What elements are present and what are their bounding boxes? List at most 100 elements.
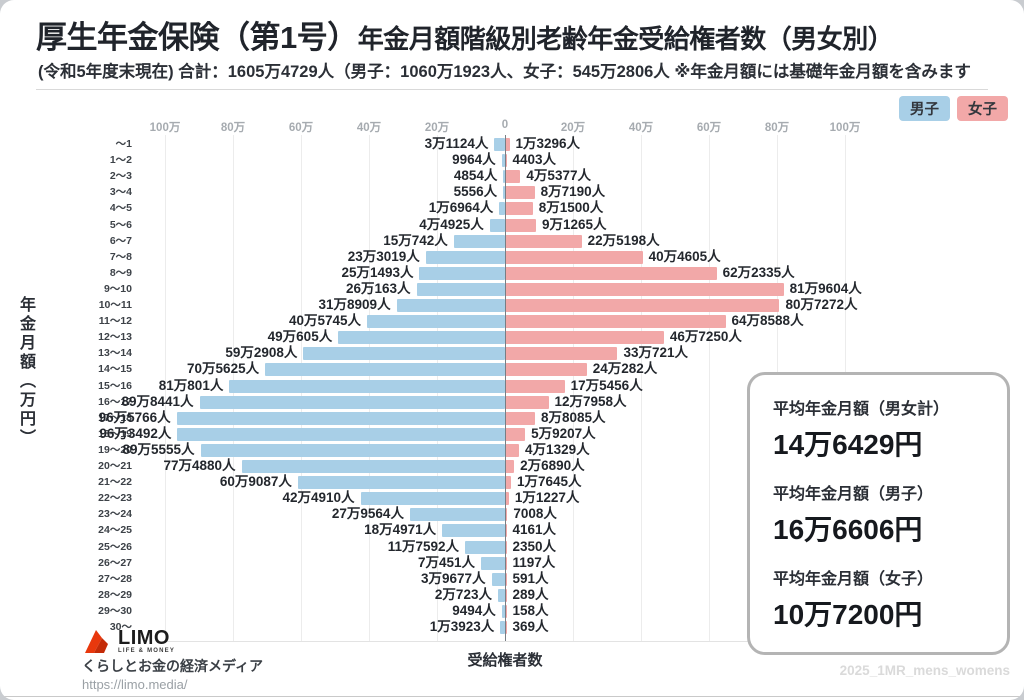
category-label: 27～28: [98, 572, 132, 585]
female-value-label: 2万6890人: [520, 458, 585, 473]
category-label: 18～19: [98, 427, 132, 440]
y-axis-title: 年金月額（万円）: [17, 296, 34, 448]
female-value-label: 4403人: [512, 152, 557, 168]
male-bar: [425, 250, 505, 264]
female-value-label: 4161人: [512, 522, 557, 538]
axis-tick-label: 20万: [424, 122, 450, 134]
female-value-label: 22万5198人: [587, 232, 660, 248]
header-divider: [36, 89, 988, 90]
female-bar: [505, 556, 507, 570]
female-value-label: 17万5456人: [570, 377, 643, 393]
female-bar: [505, 299, 780, 312]
footer-tagline: くらしとお金の経済メディア: [82, 658, 264, 674]
category-label: 24～25: [98, 524, 132, 537]
female-bar: [505, 186, 535, 200]
female-value-label: 40万4605人: [648, 248, 721, 264]
category-label: 1～2: [109, 154, 132, 167]
limo-logo: LIMO LIFE & MONEY: [83, 628, 175, 654]
male-bar: [494, 138, 505, 151]
male-value-label: 4854人: [453, 168, 498, 184]
female-value-label: 80万7272人: [785, 297, 858, 312]
plot-baseline: [165, 641, 845, 642]
male-bar: [177, 427, 505, 441]
female-value-label: 64万8588人: [731, 313, 804, 329]
category-label: 10～11: [98, 299, 132, 311]
category-label: ～1: [115, 138, 132, 150]
male-bar: [499, 202, 505, 216]
gridline: [572, 135, 574, 641]
female-bar: [505, 154, 507, 168]
female-bar: [505, 604, 507, 618]
category-label: 11～12: [98, 315, 132, 328]
axis-tick-label: 0: [501, 119, 509, 131]
female-bar: [505, 363, 587, 377]
female-bar: [505, 476, 511, 490]
female-bar: [505, 540, 507, 554]
category-label: 8～9: [109, 266, 132, 279]
female-value-label: 8万1500人: [538, 200, 604, 216]
male-bar: [497, 588, 505, 602]
female-value-label: 8万8085人: [540, 409, 606, 425]
female-value-label: 7008人: [513, 506, 557, 522]
female-value-label: 12万7958人: [554, 393, 627, 409]
female-bar: [505, 524, 507, 538]
male-bar: [199, 395, 505, 409]
female-bar: [505, 250, 643, 264]
male-value-label: 70万5625人: [187, 361, 260, 377]
male-bar: [481, 556, 505, 570]
category-label: 4～5: [109, 202, 132, 215]
male-bar: [419, 266, 505, 280]
legend-chip-male: 男子: [899, 96, 950, 121]
female-bar: [505, 492, 509, 506]
male-value-label: 1万3923人: [429, 619, 495, 634]
page-title-rest: 年金月額階級別老齢年金受給権者数（男女別）: [357, 24, 894, 54]
female-value-label: 1万7645人: [516, 474, 582, 490]
male-value-label: 7万451人: [418, 554, 476, 570]
axis-tick-label: 40万: [356, 122, 382, 134]
male-bar: [503, 186, 505, 200]
summary-value: 10万7200円: [773, 599, 923, 630]
summary-value: 16万6606円: [773, 514, 923, 545]
category-label: 17～18: [98, 411, 132, 424]
gridline: [640, 135, 642, 641]
male-value-label: 49万605人: [267, 329, 333, 345]
male-bar: [409, 508, 505, 522]
axis-tick-label: 100万: [829, 122, 861, 134]
female-bar: [505, 202, 533, 216]
female-value-label: 158人: [512, 602, 549, 618]
category-label: 20～21: [98, 460, 132, 472]
female-bar: [505, 427, 526, 441]
female-bar: [505, 282, 784, 296]
female-value-label: 46万7250人: [669, 329, 742, 345]
category-label: 13～14: [98, 347, 132, 360]
female-value-label: 81万9604人: [789, 280, 862, 296]
gridline: [164, 135, 166, 641]
category-label: 3～4: [109, 186, 132, 199]
male-value-label: 1万6964人: [428, 200, 494, 216]
male-value-label: 23万3019人: [347, 248, 420, 264]
male-bar: [416, 282, 505, 296]
legend-chip-female: 女子: [957, 96, 1008, 121]
subtitle: (令和5年度末現在) 合計：1605万4729人（男子：1060万1923人、女…: [38, 63, 971, 81]
axis-tick-label: 60万: [288, 122, 314, 134]
axis-tick-label: 40万: [628, 122, 654, 134]
male-value-label: 9494人: [452, 602, 496, 618]
summary-label: 平均年金月額（男女計）: [773, 401, 950, 418]
footer-url: https://limo.media/: [82, 677, 188, 692]
female-value-label: 1万1227人: [514, 490, 580, 506]
limo-logo-subtext: LIFE & MONEY: [118, 648, 176, 654]
category-label: 29～30: [98, 604, 132, 617]
male-bar: [503, 170, 505, 184]
legend: 男子 女子: [899, 96, 1008, 121]
male-bar: [491, 572, 505, 586]
category-label: 30～: [109, 621, 132, 633]
female-bar: [505, 443, 520, 457]
male-value-label: 60万9087人: [219, 474, 292, 490]
female-bar: [505, 234, 582, 248]
female-value-label: 289人: [512, 586, 549, 602]
female-bar: [505, 379, 565, 393]
female-value-label: 24万282人: [592, 361, 658, 377]
axis-tick-label: 100万: [149, 122, 181, 134]
